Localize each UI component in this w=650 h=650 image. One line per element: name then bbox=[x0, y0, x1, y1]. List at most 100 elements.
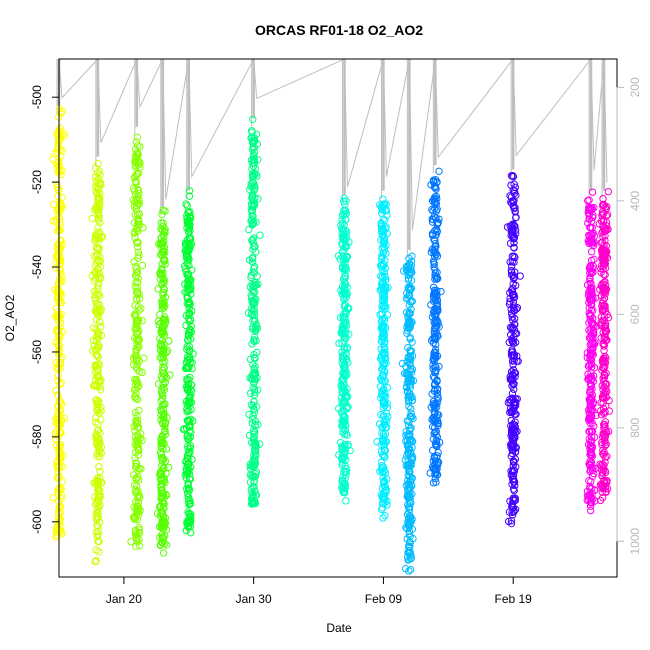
data-point bbox=[431, 204, 439, 213]
data-point bbox=[159, 300, 168, 309]
data-point bbox=[508, 503, 517, 511]
data-point bbox=[338, 459, 347, 467]
data-point bbox=[158, 299, 166, 308]
data-point bbox=[429, 176, 438, 184]
data-point bbox=[338, 339, 346, 347]
data-point bbox=[135, 199, 144, 208]
data-point bbox=[508, 310, 516, 318]
data-point bbox=[56, 380, 64, 389]
data-point bbox=[250, 451, 258, 459]
data-point bbox=[254, 156, 262, 164]
data-point bbox=[184, 467, 193, 476]
data-point bbox=[601, 438, 609, 447]
data-point bbox=[507, 368, 516, 376]
data-point bbox=[135, 209, 143, 218]
data-point bbox=[506, 294, 514, 303]
data-point bbox=[93, 532, 101, 541]
data-point bbox=[380, 358, 389, 367]
data-point bbox=[185, 485, 194, 494]
data-point bbox=[403, 553, 412, 561]
data-point bbox=[245, 225, 253, 234]
data-point bbox=[589, 213, 597, 222]
data-point bbox=[130, 229, 139, 237]
data-point bbox=[586, 275, 594, 283]
data-point bbox=[343, 242, 351, 251]
data-point bbox=[339, 418, 347, 426]
data-point bbox=[379, 260, 387, 268]
data-point bbox=[380, 354, 389, 362]
data-point bbox=[133, 284, 141, 292]
data-point bbox=[95, 537, 103, 546]
data-point bbox=[157, 469, 166, 477]
data-point bbox=[586, 442, 595, 451]
data-point bbox=[585, 477, 593, 485]
data-point bbox=[132, 462, 141, 471]
data-point bbox=[186, 355, 194, 363]
data-point bbox=[156, 269, 164, 277]
y2-tick-label: 400 bbox=[628, 191, 642, 211]
data-point bbox=[54, 462, 62, 471]
x-axis-label: Date bbox=[326, 621, 352, 635]
data-point bbox=[406, 309, 414, 318]
data-point bbox=[186, 235, 195, 244]
data-point bbox=[341, 371, 349, 380]
data-point bbox=[160, 276, 168, 284]
data-point bbox=[603, 211, 612, 219]
data-point bbox=[94, 311, 103, 320]
data-point bbox=[94, 334, 102, 342]
data-point bbox=[158, 419, 167, 427]
data-point bbox=[408, 452, 417, 461]
data-point bbox=[510, 273, 518, 282]
data-point bbox=[405, 503, 414, 511]
data-point bbox=[57, 530, 66, 538]
data-point bbox=[247, 127, 256, 135]
data-point bbox=[94, 195, 102, 203]
data-point bbox=[249, 138, 257, 146]
data-point bbox=[408, 252, 416, 260]
data-point bbox=[250, 371, 259, 380]
data-point bbox=[599, 210, 608, 218]
data-point bbox=[96, 383, 104, 391]
data-point bbox=[587, 402, 596, 410]
data-point bbox=[56, 266, 64, 275]
data-point bbox=[255, 440, 264, 448]
data-point bbox=[406, 565, 415, 574]
data-point bbox=[182, 200, 190, 208]
data-point bbox=[429, 416, 438, 425]
data-point bbox=[599, 201, 608, 209]
data-point bbox=[158, 441, 166, 450]
data-point bbox=[158, 366, 167, 374]
data-point bbox=[589, 495, 597, 503]
data-point bbox=[342, 293, 350, 301]
data-point bbox=[89, 347, 97, 355]
data-point bbox=[161, 378, 169, 386]
data-point bbox=[94, 353, 102, 361]
data-point bbox=[506, 258, 514, 266]
data-point bbox=[598, 248, 606, 257]
data-point bbox=[339, 369, 347, 377]
data-point bbox=[342, 430, 350, 438]
data-point bbox=[407, 554, 416, 562]
data-point bbox=[378, 292, 387, 300]
data-point bbox=[405, 431, 414, 439]
data-point bbox=[153, 509, 162, 518]
data-point bbox=[183, 240, 191, 248]
data-point bbox=[380, 335, 388, 343]
data-point bbox=[160, 284, 168, 293]
data-point bbox=[184, 417, 192, 425]
data-point bbox=[133, 324, 142, 333]
data-point bbox=[157, 483, 166, 491]
y2-tick-label: 1000 bbox=[628, 528, 642, 555]
data-point bbox=[591, 338, 599, 347]
data-point bbox=[131, 381, 140, 389]
data-point bbox=[338, 326, 347, 335]
data-point bbox=[601, 271, 609, 279]
data-point bbox=[408, 338, 416, 346]
data-point bbox=[131, 262, 140, 271]
data-point bbox=[132, 363, 140, 372]
data-point bbox=[378, 302, 386, 310]
data-point bbox=[586, 506, 595, 515]
data-point bbox=[585, 295, 594, 303]
data-point bbox=[377, 465, 386, 474]
data-point bbox=[378, 273, 386, 281]
